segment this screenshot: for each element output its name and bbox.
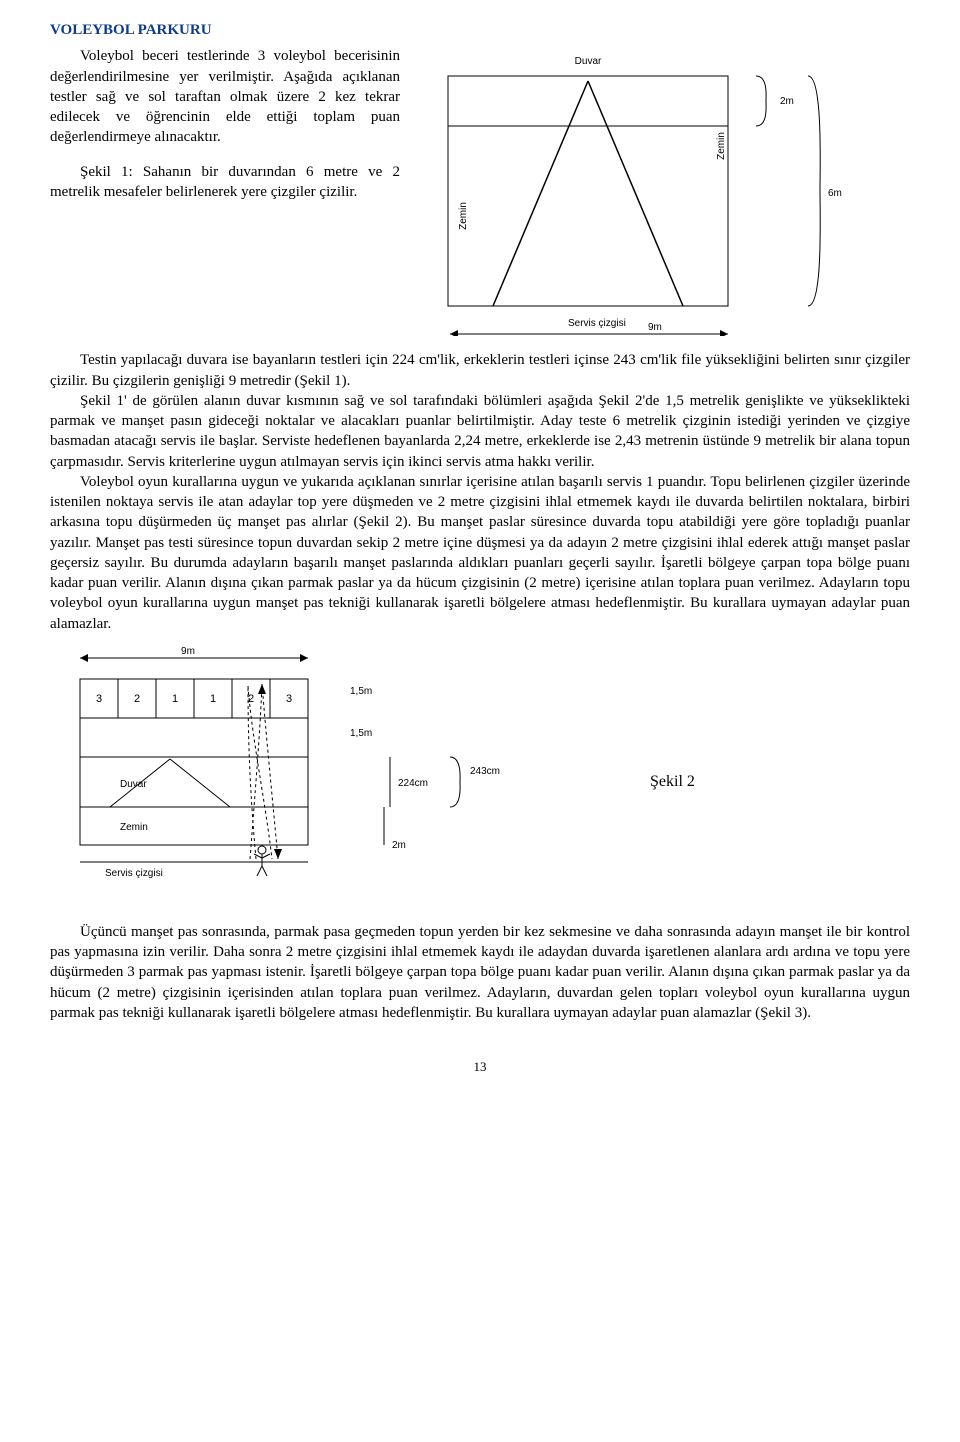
fig2-score-3: 1: [210, 693, 216, 705]
body-paragraph-2: Şekil 1' de görülen alanın duvar kısmını…: [50, 391, 910, 472]
figure-1: Duvar Zemin Zemin 2m 6m Servis çizgisi 9…: [428, 46, 910, 336]
body-paragraph-1: Testin yapılacağı duvara ise bayanların …: [50, 350, 910, 391]
fig1-label-duvar: Duvar: [575, 56, 602, 67]
body-paragraph-4: Üçüncü manşet pas sonrasında, parmak pas…: [50, 922, 910, 1023]
fig1-label-zemin-right: Zemin: [716, 132, 727, 160]
intro-paragraph: Voleybol beceri testlerinde 3 voleybol b…: [50, 46, 400, 147]
fig1-label-zemin-left: Zemin: [458, 202, 469, 230]
fig2-label-duvar: Duvar: [120, 779, 147, 790]
fig2-label-servis: Servis çizgisi: [105, 868, 163, 879]
fig2-label-zemin: Zemin: [120, 822, 148, 833]
fig2-score-5: 3: [286, 693, 292, 705]
fig2-score-0: 3: [96, 693, 102, 705]
intro-row: Voleybol beceri testlerinde 3 voleybol b…: [50, 46, 910, 336]
fig1-dim-6m: 6m: [828, 188, 842, 199]
fig2-dim-2m: 2m: [392, 840, 406, 851]
fig2-score-1: 2: [134, 693, 140, 705]
fig2-title: Şekil 2: [650, 773, 695, 790]
fig2-dim-9m: 9m: [181, 646, 195, 657]
fig2-dim-1-5m-b: 1,5m: [350, 728, 372, 739]
sekil1-caption: Şekil 1: Sahanın bir duvarından 6 metre …: [50, 162, 400, 203]
body-paragraph-3: Voleybol oyun kurallarına uygun ve yukar…: [50, 472, 910, 634]
fig1-dim-9m: 9m: [648, 322, 662, 333]
fig1-label-servis: Servis çizgisi: [568, 318, 626, 329]
fig1-dim-2m: 2m: [780, 96, 794, 107]
fig2-dim-1-5m-a: 1,5m: [350, 686, 372, 697]
fig2-score-2: 1: [172, 693, 178, 705]
page-number: 13: [50, 1058, 910, 1076]
fig2-dim-224: 224cm: [398, 778, 428, 789]
figure-2: 9m 3 2 1 1 2 3 Duvar Zemin Servis çizgis…: [50, 644, 910, 904]
fig2-dim-243: 243cm: [470, 766, 500, 777]
page-title: VOLEYBOL PARKURU: [50, 20, 910, 40]
intro-left-column: Voleybol beceri testlerinde 3 voleybol b…: [50, 46, 400, 202]
